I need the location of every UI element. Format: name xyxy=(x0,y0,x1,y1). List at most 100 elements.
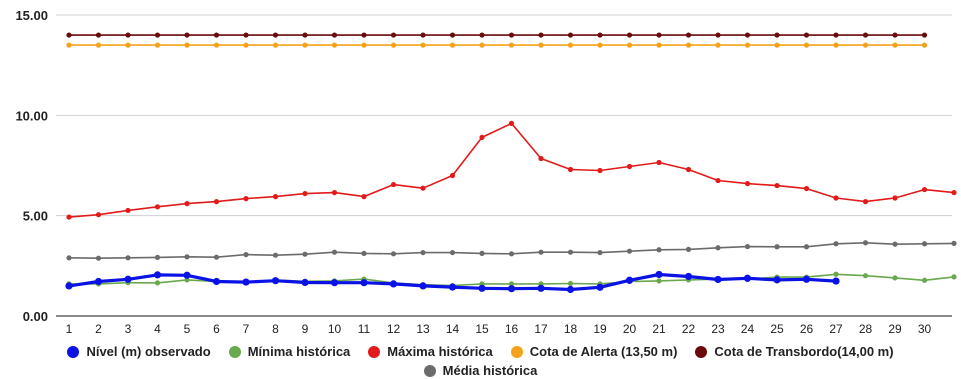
y-axis-tick-labels: 0.00 5.00 10.00 15.00 xyxy=(15,8,48,324)
data-point xyxy=(508,251,515,257)
data-point xyxy=(892,195,898,201)
legend-item: Cota de Alerta (13,50 m) xyxy=(510,343,677,360)
data-point xyxy=(685,42,692,48)
data-point xyxy=(390,251,397,257)
data-point xyxy=(951,240,957,246)
legend-swatch xyxy=(368,345,381,358)
data-point xyxy=(833,32,839,38)
data-point xyxy=(508,120,515,126)
data-point xyxy=(301,278,309,287)
data-point xyxy=(390,181,397,188)
data-point xyxy=(331,32,338,38)
data-point xyxy=(567,280,574,287)
data-point xyxy=(715,177,721,184)
data-point xyxy=(66,42,72,48)
data-point xyxy=(153,271,162,279)
data-point xyxy=(449,249,456,256)
data-point xyxy=(685,166,692,173)
data-point xyxy=(95,212,102,218)
data-point xyxy=(361,194,367,200)
data-point xyxy=(330,279,339,287)
legend-label: Nível (m) observado xyxy=(86,344,211,359)
data-point xyxy=(243,251,249,258)
data-point xyxy=(597,42,603,48)
data-point xyxy=(360,279,368,287)
x-tick-label: 9 xyxy=(302,322,309,336)
data-point xyxy=(448,283,457,291)
data-point xyxy=(478,284,486,292)
legend-label: Cota de Transbordo(14,00 m) xyxy=(714,344,894,359)
data-point xyxy=(361,32,367,38)
data-point xyxy=(243,42,249,48)
data-point xyxy=(715,245,721,251)
data-point xyxy=(625,276,634,284)
data-point xyxy=(832,277,840,285)
legend-swatch xyxy=(67,345,80,358)
data-point xyxy=(803,185,810,192)
data-point xyxy=(213,254,220,260)
x-tick-label: 23 xyxy=(711,322,725,336)
data-point xyxy=(921,42,928,48)
data-point xyxy=(154,254,161,261)
data-point xyxy=(596,283,604,291)
data-point xyxy=(774,182,780,189)
data-point xyxy=(538,249,544,255)
x-tick-label: 22 xyxy=(682,322,696,336)
data-point xyxy=(567,42,574,48)
data-point xyxy=(655,270,663,279)
data-point xyxy=(184,201,190,207)
x-tick-label: 3 xyxy=(125,322,132,336)
x-tick-label: 5 xyxy=(184,322,191,336)
data-point xyxy=(774,42,780,48)
data-point xyxy=(774,244,780,250)
series-layer xyxy=(65,32,957,294)
data-point xyxy=(773,276,781,284)
x-tick-label: 12 xyxy=(387,322,401,336)
series-4 xyxy=(66,32,928,38)
data-point xyxy=(154,280,161,286)
data-point xyxy=(213,42,220,48)
data-point xyxy=(243,196,249,202)
data-point xyxy=(331,249,338,255)
data-point xyxy=(390,42,397,48)
x-tick-label: 25 xyxy=(770,322,784,336)
data-point xyxy=(685,246,692,252)
data-point xyxy=(921,32,928,38)
x-tick-label: 11 xyxy=(358,322,371,336)
data-point xyxy=(833,42,839,48)
y-tick-label: 5.00 xyxy=(23,209,48,224)
data-point xyxy=(183,271,191,279)
data-point xyxy=(951,189,957,196)
x-tick-label: 10 xyxy=(328,322,342,336)
legend-label: Máxima histórica xyxy=(387,344,493,359)
data-point xyxy=(302,251,308,257)
data-point xyxy=(449,172,456,179)
data-point xyxy=(921,277,928,283)
data-point xyxy=(154,204,161,210)
legend-swatch xyxy=(695,345,708,358)
x-tick-label: 14 xyxy=(446,322,460,336)
data-point xyxy=(833,241,839,247)
data-point xyxy=(184,32,190,38)
series-3 xyxy=(66,42,928,48)
data-point xyxy=(566,285,575,294)
x-tick-label: 17 xyxy=(534,322,548,336)
data-point xyxy=(479,250,485,256)
data-point xyxy=(449,32,456,38)
x-tick-label: 16 xyxy=(505,322,519,336)
data-point xyxy=(743,274,752,282)
data-point xyxy=(715,32,721,38)
x-tick-label: 20 xyxy=(623,322,637,336)
data-point xyxy=(272,42,279,48)
data-point xyxy=(479,32,485,38)
x-tick-label: 8 xyxy=(272,322,279,336)
data-point xyxy=(537,284,545,292)
data-point xyxy=(626,42,633,48)
data-point xyxy=(95,42,102,48)
data-point xyxy=(626,32,633,38)
data-point xyxy=(125,32,131,38)
data-point xyxy=(66,32,72,38)
x-tick-label: 4 xyxy=(154,322,161,336)
legend: Nível (m) observado Mínima histórica Máxim… xyxy=(0,343,961,379)
data-point xyxy=(272,194,279,200)
